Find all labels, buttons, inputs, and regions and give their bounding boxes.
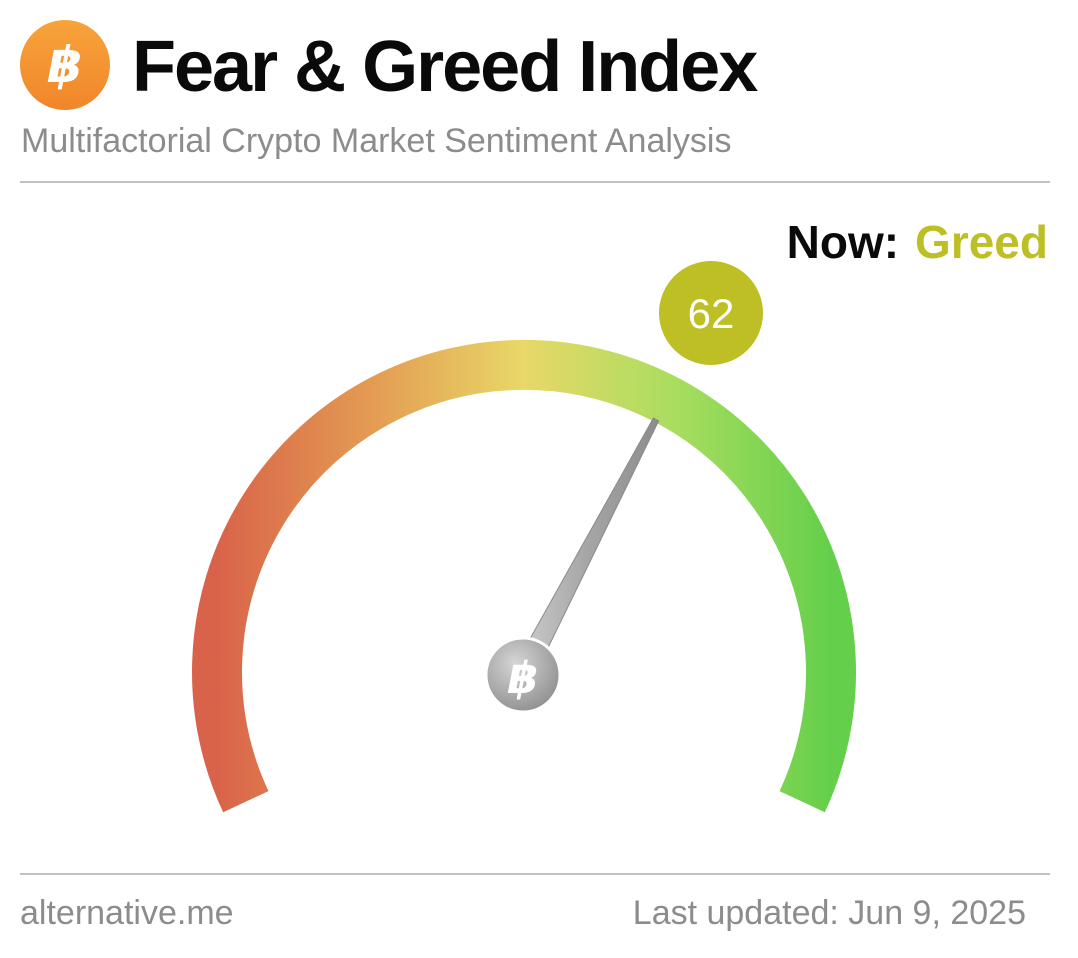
bottom-divider bbox=[20, 873, 1050, 875]
svg-text:฿: ฿ bbox=[508, 653, 539, 704]
top-divider bbox=[20, 181, 1050, 183]
source-link[interactable]: alternative.me bbox=[20, 894, 234, 932]
bitcoin-logo-icon: ฿ bbox=[20, 20, 110, 110]
gauge-value-badge: 62 bbox=[659, 261, 763, 365]
gauge-needle bbox=[513, 417, 660, 678]
gauge-scale-arc bbox=[192, 339, 856, 813]
now-label: Now: bbox=[786, 216, 900, 268]
gauge-value: 62 bbox=[688, 290, 735, 337]
last-updated: Last updated: Jun 9, 2025 bbox=[632, 894, 1026, 932]
page-title: Fear & Greed Index bbox=[132, 27, 758, 107]
gauge-hub-icon: ฿ bbox=[484, 636, 562, 714]
svg-text:฿: ฿ bbox=[48, 36, 83, 94]
current-status: Now: Greed bbox=[787, 212, 1048, 272]
page-subtitle: Multifactorial Crypto Market Sentiment A… bbox=[21, 122, 732, 160]
status-classification: Greed bbox=[915, 216, 1048, 268]
